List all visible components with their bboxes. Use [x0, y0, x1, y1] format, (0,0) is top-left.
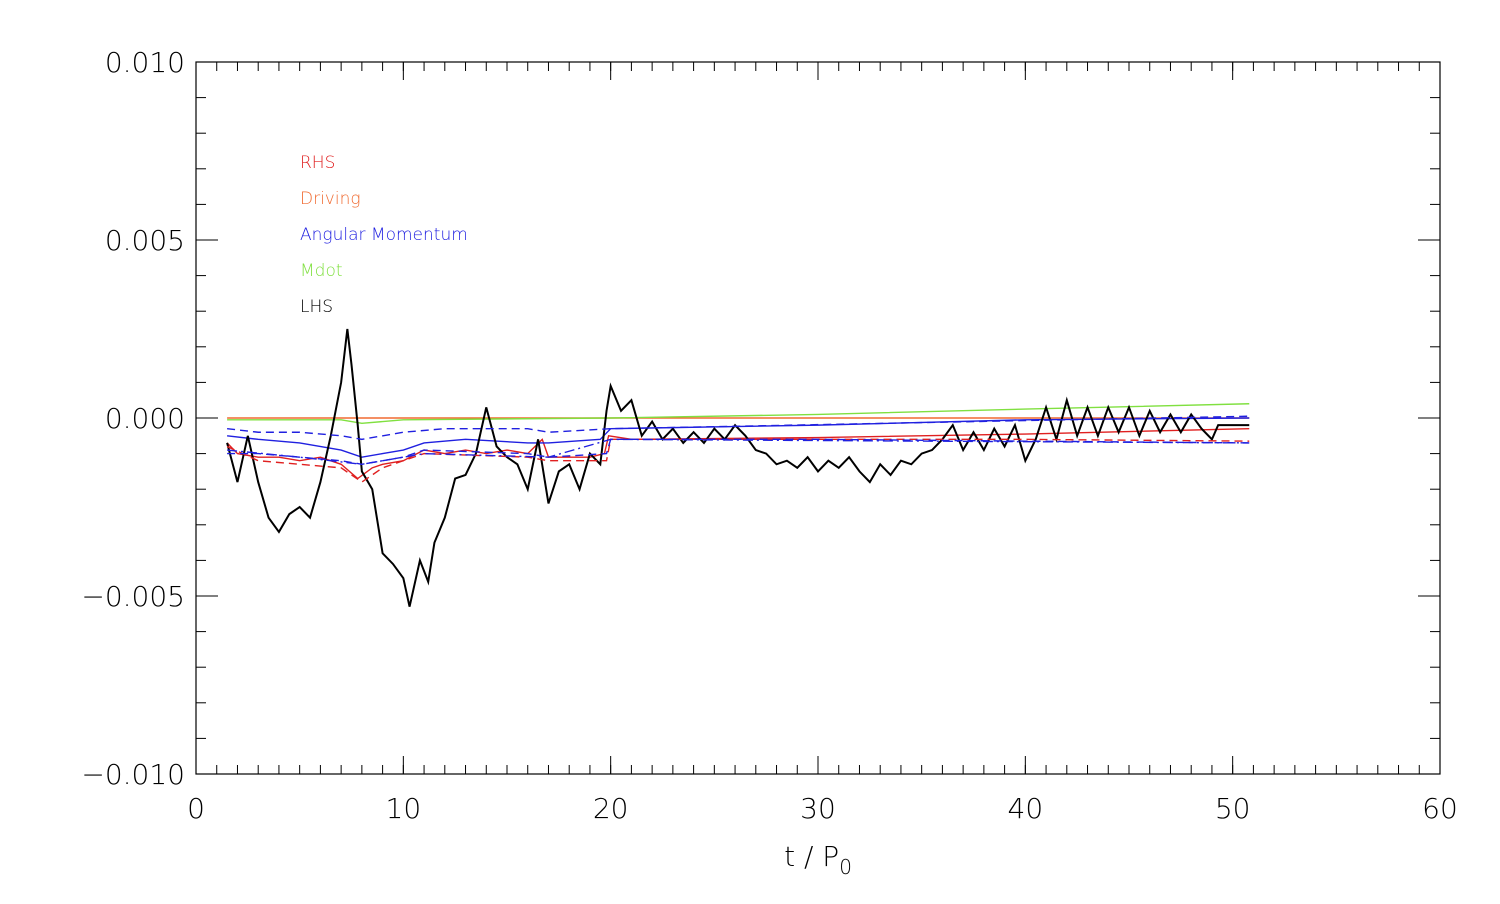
x-tick-label: 0 — [187, 792, 205, 825]
y-tick-label: −0.010 — [81, 758, 185, 791]
series-line — [226, 328, 1250, 607]
series-line — [226, 427, 1250, 480]
series-line — [227, 403, 1250, 425]
x-axis-label-text: t / P — [784, 840, 839, 873]
series-line — [226, 438, 1250, 483]
legend-entry: LHS — [300, 297, 333, 317]
legend-entry: RHS — [300, 153, 335, 173]
y-tick-label: 0.010 — [105, 46, 185, 79]
x-tick-label: 60 — [1422, 792, 1458, 825]
series-line — [227, 415, 1250, 441]
series-line — [227, 417, 1250, 458]
series-line — [227, 438, 1250, 465]
x-axis-label-subscript: 0 — [839, 855, 852, 879]
legend-entry: Mdot — [300, 261, 343, 281]
x-tick-label: 20 — [593, 792, 629, 825]
x-tick-label: 30 — [800, 792, 836, 825]
legend-entry: Angular Momentum — [300, 225, 468, 245]
legend-entry: Driving — [300, 189, 361, 209]
y-tick-label: −0.005 — [81, 580, 185, 613]
x-tick-label: 40 — [1008, 792, 1044, 825]
x-tick-label: 50 — [1215, 792, 1251, 825]
x-axis-label: t / P0 — [784, 840, 852, 879]
x-tick-label: 10 — [386, 792, 422, 825]
series-line — [227, 438, 1250, 465]
y-tick-label: 0.000 — [105, 402, 185, 435]
y-tick-label: 0.005 — [105, 224, 185, 257]
